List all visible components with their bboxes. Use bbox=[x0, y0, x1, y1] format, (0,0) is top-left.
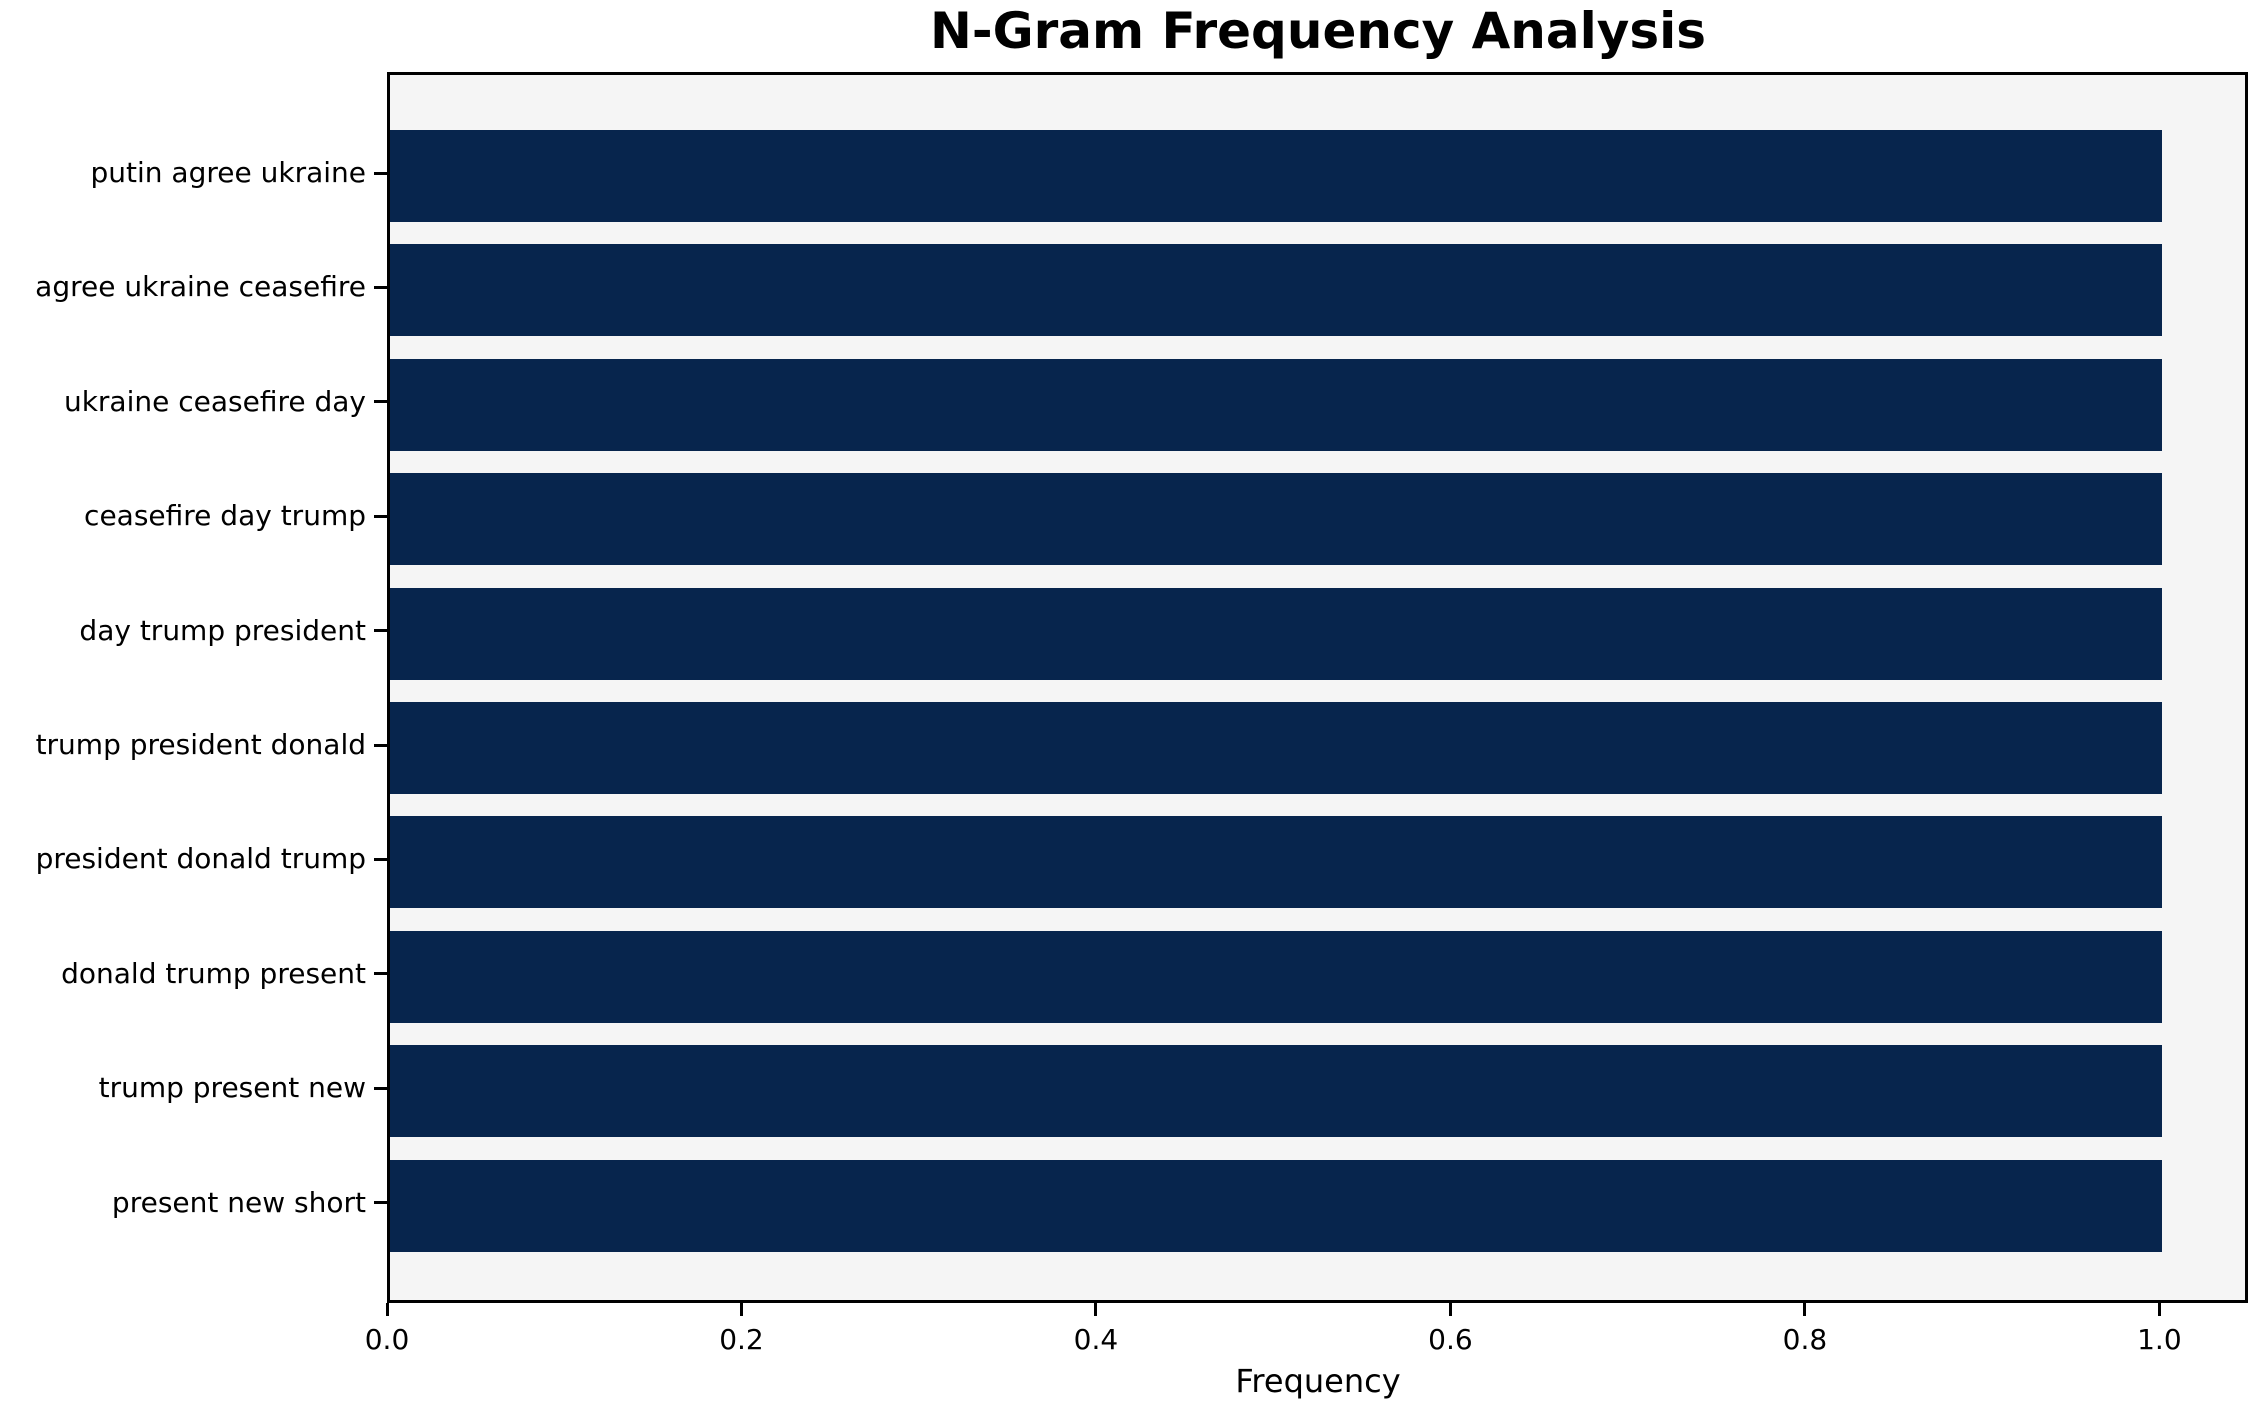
y-tick-mark bbox=[374, 1201, 387, 1205]
y-tick-label: ceasefire day trump bbox=[84, 499, 366, 533]
y-tick-mark bbox=[374, 400, 387, 404]
bars-layer bbox=[390, 75, 2245, 1300]
bar bbox=[390, 1159, 2163, 1252]
y-tick-mark bbox=[374, 1086, 387, 1090]
y-tick-label: ukraine ceasefire day bbox=[63, 384, 366, 418]
chart-title: N-Gram Frequency Analysis bbox=[929, 2, 1707, 60]
x-tick-label: 0.2 bbox=[719, 1323, 764, 1356]
x-tick-label: 0.4 bbox=[1073, 1323, 1119, 1356]
bar bbox=[390, 244, 2163, 337]
x-tick-mark bbox=[1448, 1303, 1452, 1316]
y-tick-label: putin agree ukraine bbox=[90, 156, 367, 189]
y-tick-mark bbox=[374, 743, 387, 747]
y-tick-mark bbox=[374, 629, 387, 633]
bar bbox=[390, 816, 2163, 909]
bar bbox=[390, 473, 2163, 566]
x-tick-mark bbox=[385, 1303, 389, 1316]
x-tick-mark bbox=[739, 1303, 743, 1316]
x-tick-label: 0.6 bbox=[1428, 1323, 1473, 1356]
x-axis-label: Frequency bbox=[1235, 1362, 1401, 1400]
y-tick-mark bbox=[374, 857, 387, 861]
bar bbox=[390, 130, 2163, 222]
y-tick-mark bbox=[374, 972, 387, 976]
y-tick-label: trump president donald bbox=[35, 728, 366, 761]
y-tick-label: trump present new bbox=[98, 1071, 366, 1105]
y-tick-label: donald trump present bbox=[61, 956, 366, 990]
x-tick-mark bbox=[1803, 1303, 1807, 1316]
bar bbox=[390, 358, 2163, 451]
bar bbox=[390, 702, 2163, 794]
y-tick-mark bbox=[374, 514, 387, 518]
y-tick-label: present new short bbox=[111, 1185, 366, 1219]
x-tick-label: 0.8 bbox=[1782, 1323, 1828, 1356]
x-tick-label: 0.0 bbox=[364, 1323, 410, 1356]
y-tick-label: agree ukraine ceasefire bbox=[35, 270, 366, 304]
y-tick-label: day trump president bbox=[79, 613, 366, 647]
x-tick-label: 1.0 bbox=[2137, 1323, 2182, 1356]
bar bbox=[390, 930, 2163, 1023]
plot-area bbox=[387, 72, 2248, 1303]
y-tick-mark bbox=[374, 285, 387, 289]
y-tick-label: president donald trump bbox=[35, 842, 366, 876]
x-tick-mark bbox=[2157, 1303, 2161, 1316]
bar bbox=[390, 1045, 2163, 1138]
bar bbox=[390, 587, 2163, 680]
x-tick-mark bbox=[1094, 1303, 1098, 1316]
y-tick-mark bbox=[374, 171, 387, 175]
